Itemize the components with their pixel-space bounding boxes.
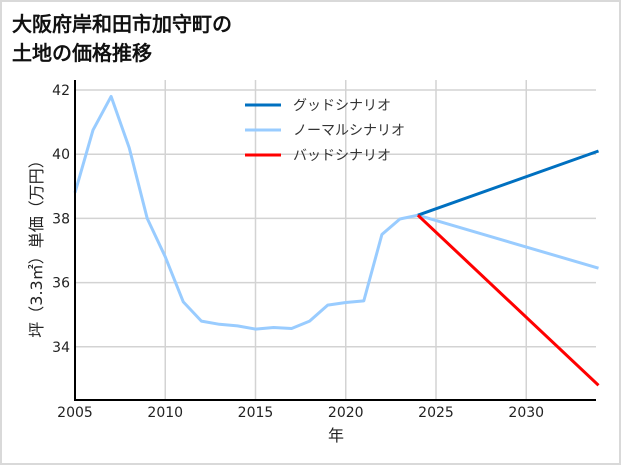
series-line-0 [417,149,600,217]
y-tick-label: 34 [52,340,70,356]
x-axis-label: 年 [328,426,344,445]
y-tick-label: 36 [52,276,70,292]
y-axis-ticks: 34 36 38 40 42 [52,83,70,356]
x-tick-label: 2015 [238,405,274,421]
series-lines [73,94,600,387]
legend-label-0: グッドシナリオ [293,98,391,114]
legend-label-2: バッドシナリオ [293,148,391,164]
y-tick-label: 42 [52,83,70,99]
legend-label-1: ノーマルシナリオ [293,123,405,139]
axes [74,80,596,401]
grid-lines [75,80,596,400]
chart-title: 大阪府岸和田市加守町の 土地の価格推移 [12,10,232,68]
y-tick-label: 38 [52,211,70,227]
x-tick-label: 2010 [147,405,183,421]
chart-title-line-1: 大阪府岸和田市加守町の [12,12,232,36]
x-tick-label: 2025 [418,405,454,421]
x-tick-label: 2020 [328,405,364,421]
series-line-2 [416,214,600,387]
x-tick-label: 2005 [57,405,93,421]
y-tick-label: 40 [52,147,70,163]
y-axis-label: 坪（3.3㎡）単価（万円） [27,152,46,337]
x-tick-label: 2030 [508,405,544,421]
chart-title-line-2: 土地の価格推移 [12,41,152,65]
x-axis-ticks: 2005 2010 2015 2020 2025 2030 [57,405,544,421]
series-line-1 [73,94,599,331]
